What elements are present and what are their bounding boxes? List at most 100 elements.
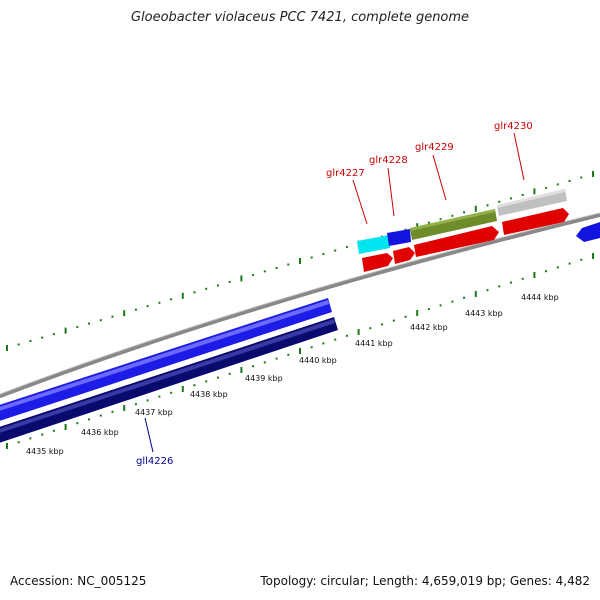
tick-mark	[299, 258, 301, 264]
tick-mark	[111, 315, 114, 318]
tick-mark	[580, 258, 583, 261]
tick-mark	[64, 327, 67, 334]
tick-mark	[41, 336, 44, 339]
tick-mark	[345, 334, 348, 337]
tick-mark	[158, 301, 161, 304]
tick-mark	[416, 223, 419, 230]
tick-mark	[228, 280, 231, 283]
tick-mark	[170, 391, 173, 394]
tick-mark	[592, 253, 594, 259]
tick-mark	[41, 433, 44, 436]
tick-mark	[521, 193, 524, 196]
tick-mark	[404, 228, 407, 231]
tick-mark	[240, 275, 243, 282]
tick-mark	[369, 327, 372, 330]
tick-mark	[439, 304, 442, 307]
gene-label-glr4228[interactable]: glr4228	[369, 155, 408, 166]
tick-mark	[205, 380, 208, 383]
tick-mark	[568, 180, 571, 182]
tick-mark	[334, 249, 337, 252]
tick-mark	[146, 305, 149, 308]
tick-mark	[474, 205, 477, 212]
scale-label: 4437 kbp	[135, 408, 173, 417]
cds-arrow-glr4230	[502, 208, 569, 235]
tick-mark	[345, 246, 348, 249]
tick-mark	[568, 262, 571, 265]
tick-mark	[252, 365, 255, 368]
tick-mark	[310, 346, 313, 349]
tick-mark	[217, 376, 219, 379]
tick-mark	[275, 357, 278, 360]
tick-mark	[88, 418, 90, 421]
tick-mark	[463, 296, 466, 299]
accession-text: Accession: NC_005125	[10, 574, 147, 588]
tick-mark	[580, 176, 583, 179]
gene-label-gll4226[interactable]: gll4226	[136, 456, 173, 467]
cds-arrow-glr4229	[414, 226, 499, 257]
tick-mark	[299, 348, 301, 354]
tick-mark	[263, 361, 266, 364]
tick-mark	[170, 298, 173, 301]
tick-mark	[498, 285, 501, 288]
tick-mark	[88, 322, 90, 325]
tick-mark	[322, 253, 325, 255]
scale-label: 4436 kbp	[81, 428, 119, 437]
tick-mark	[521, 277, 524, 280]
tick-mark	[252, 273, 255, 276]
feature-grey	[497, 189, 567, 216]
tick-mark	[427, 221, 430, 224]
tick-mark	[158, 395, 161, 398]
tick-mark	[146, 399, 149, 402]
tick-mark	[439, 218, 442, 221]
tick-mark	[240, 367, 243, 373]
tick-mark	[275, 267, 278, 269]
tick-mark	[287, 263, 290, 266]
feature-blue-small	[387, 229, 411, 246]
tick-mark	[416, 310, 419, 316]
tick-mark	[134, 403, 137, 406]
tick-mark	[463, 211, 466, 214]
tick-mark	[263, 270, 266, 273]
tick-mark	[545, 186, 548, 189]
gene-label-glr4227[interactable]: glr4227	[326, 168, 365, 179]
tick-mark	[451, 214, 454, 217]
tick-mark	[52, 333, 55, 336]
cds-arrow-glr4227	[362, 253, 393, 272]
tick-mark	[134, 308, 137, 311]
tick-mark	[64, 424, 67, 430]
tick-mark	[6, 443, 8, 449]
tick-mark	[533, 272, 536, 278]
tick-mark	[52, 429, 55, 432]
tick-mark	[17, 343, 20, 346]
tick-mark	[6, 345, 8, 351]
gene-label-glr4229[interactable]: glr4229	[415, 142, 454, 153]
map-title: Gloeobacter violaceus PCC 7421, complete…	[130, 10, 470, 25]
tick-mark	[29, 340, 32, 342]
tick-mark	[17, 441, 20, 444]
tick-mark	[99, 414, 102, 417]
scale-label: 4444 kbp	[521, 293, 559, 302]
feature-cyan	[357, 235, 390, 254]
feature-olive	[410, 209, 497, 240]
scale-label: 4443 kbp	[465, 309, 503, 318]
tick-mark	[427, 308, 430, 311]
tick-mark	[486, 289, 489, 292]
tick-mark	[451, 300, 454, 303]
tick-mark	[310, 256, 313, 259]
scale-label: 4438 kbp	[190, 390, 228, 399]
tick-mark	[217, 284, 219, 287]
tick-mark	[556, 266, 559, 269]
feature-blue-right	[576, 222, 600, 242]
tick-mark	[123, 405, 126, 411]
genome-summary-text: Topology: circular; Length: 4,659,019 bp…	[260, 574, 590, 588]
tick-mark	[111, 410, 114, 413]
tick-mark	[76, 326, 79, 329]
tick-mark	[181, 386, 184, 392]
scale-label: 4435 kbp	[26, 447, 64, 456]
cds-arrow-glr4228	[393, 247, 415, 264]
gene-label-glr4230[interactable]: glr4230	[494, 121, 533, 132]
tick-mark	[592, 171, 594, 177]
tick-mark	[556, 183, 559, 186]
tick-mark	[510, 281, 512, 284]
tick-mark	[287, 353, 290, 356]
